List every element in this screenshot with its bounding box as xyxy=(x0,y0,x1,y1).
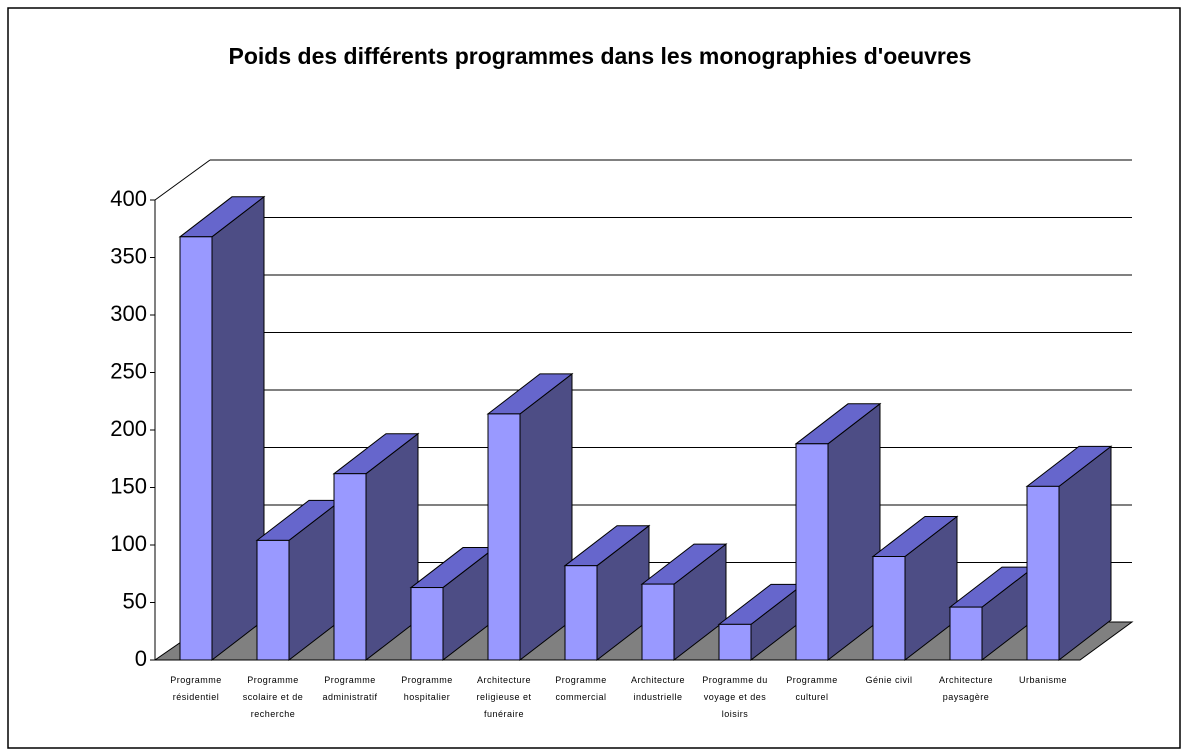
wall-edge xyxy=(154,159,211,201)
x-tick-label: Programme du voyage et des loisirs xyxy=(702,675,768,719)
y-tick-label: 250 xyxy=(110,358,147,383)
bar xyxy=(256,539,290,661)
bar-side xyxy=(827,402,881,662)
y-tick-label: 300 xyxy=(110,301,147,326)
bar xyxy=(333,473,367,661)
y-tick-label: 0 xyxy=(135,646,147,671)
bar xyxy=(487,413,521,661)
x-tick-label: Architecture religieuse et funéraire xyxy=(476,675,532,719)
bar-side xyxy=(519,372,573,662)
y-tick-label: 100 xyxy=(110,531,147,556)
bar xyxy=(949,606,983,661)
x-tick-label: Architecture paysagère xyxy=(938,675,994,702)
bar-side xyxy=(211,195,265,662)
bar xyxy=(564,565,598,661)
x-tick-label: Programme administratif xyxy=(322,675,378,702)
x-tick-label: Architecture industrielle xyxy=(630,675,686,702)
y-tick-label: 400 xyxy=(110,186,147,211)
x-tick-label: Programme commercial xyxy=(555,675,607,702)
chart-title: Poids des différents programmes dans les… xyxy=(228,43,972,69)
x-tick-label: Urbanisme xyxy=(1018,675,1067,685)
y-tick-label: 200 xyxy=(110,416,147,441)
y-tick-label: 50 xyxy=(123,588,147,613)
bar xyxy=(1026,485,1060,661)
x-tick-label: Programme résidentiel xyxy=(170,675,222,702)
x-tick-label: Programme hospitalier xyxy=(401,675,453,702)
bar xyxy=(795,443,829,661)
bar xyxy=(641,583,675,661)
bar xyxy=(179,236,213,661)
bar xyxy=(410,587,444,661)
x-tick-label: Programme culturel xyxy=(786,675,838,702)
x-tick-label: Programme scolaire et de recherche xyxy=(242,675,304,719)
bar xyxy=(718,623,752,661)
bar xyxy=(872,556,906,661)
y-tick-label: 350 xyxy=(110,243,147,268)
x-tick-label: Génie civil xyxy=(865,675,913,685)
y-tick-label: 150 xyxy=(110,473,147,498)
